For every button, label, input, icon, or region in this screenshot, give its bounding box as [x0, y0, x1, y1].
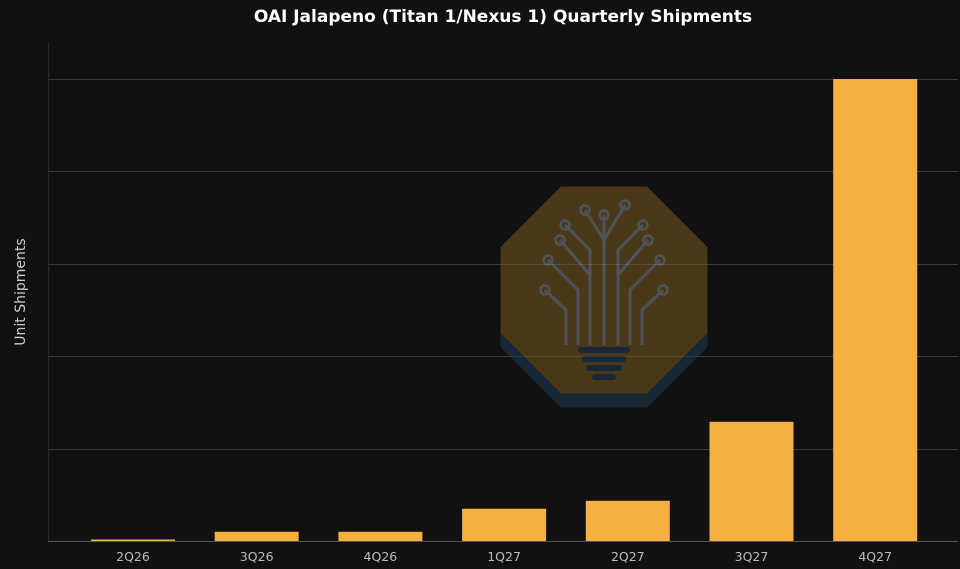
- logo-bulb-base: [582, 356, 626, 362]
- x-tick-label: 2Q27: [611, 549, 645, 564]
- logo-circuit-node: [654, 254, 666, 266]
- logo-circuit-line: [543, 288, 568, 345]
- bar-4q27: [833, 79, 918, 541]
- bar-2q26: [91, 539, 175, 541]
- logo-circuit-node: [539, 284, 551, 296]
- logo-circuit-line: [616, 223, 645, 345]
- x-tick-labels: 2Q26 3Q26 4Q26 1Q27 2Q27 3Q27 4Q27: [116, 549, 892, 564]
- bar-3q26: [214, 531, 299, 541]
- logo-circuit-line: [583, 209, 606, 241]
- x-tick-label: 4Q27: [858, 549, 892, 564]
- x-tick-label: 4Q26: [364, 549, 398, 564]
- logo-circuit-node: [637, 219, 649, 231]
- logo-circuit-line: [602, 204, 627, 241]
- logo-circuit-node: [598, 209, 610, 221]
- lightbulb-circuit-logo-icon: [500, 186, 708, 408]
- logo-bulb-base: [578, 347, 630, 353]
- logo-circuit-node: [579, 204, 591, 216]
- logo-circuit-node: [542, 254, 554, 266]
- logo-bulb-base: [586, 365, 622, 371]
- logo-circuit-line: [558, 239, 592, 276]
- x-tick-label: 1Q27: [487, 549, 521, 564]
- logo-circuit-node: [554, 234, 566, 246]
- logo-circuit-line: [628, 258, 662, 345]
- x-tick-label: 3Q26: [240, 549, 274, 564]
- logo-circuit-node: [559, 219, 571, 231]
- logo-circuit-node: [642, 234, 654, 246]
- logo-circuit-line: [546, 258, 580, 345]
- logo-circuit-line: [640, 288, 665, 345]
- logo-circuit-node: [657, 284, 669, 296]
- logo-circuit-node: [619, 199, 631, 211]
- y-axis-label: Unit Shipments: [13, 238, 29, 345]
- bar-1q27: [462, 508, 547, 541]
- bars: [91, 79, 918, 541]
- logo-bulb-base: [592, 374, 616, 380]
- chart-title: OAI Jalapeno (Titan 1/Nexus 1) Quarterly…: [254, 7, 752, 27]
- bar-3q27: [709, 421, 794, 541]
- bar-4q26: [338, 531, 423, 541]
- logo-circuit-line: [563, 223, 592, 345]
- logo-circuit-line: [616, 239, 650, 276]
- x-tick-label: 3Q27: [735, 549, 769, 564]
- x-tick-label: 2Q26: [116, 549, 150, 564]
- bar-2q27: [585, 500, 670, 541]
